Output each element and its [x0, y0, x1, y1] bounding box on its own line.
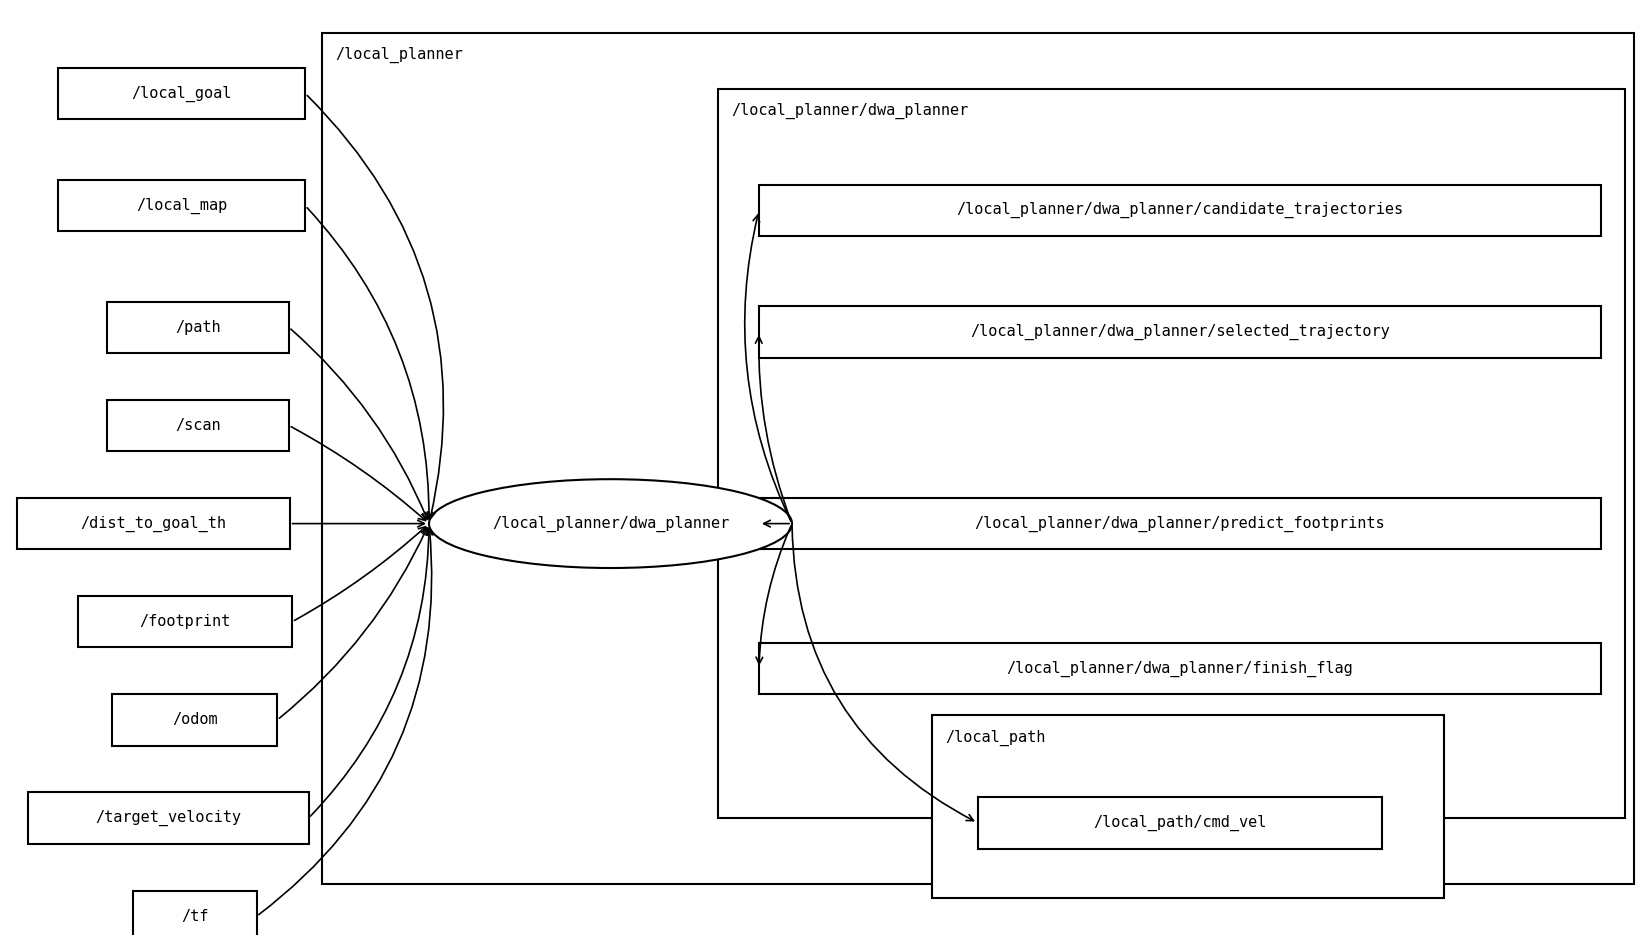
Text: /footprint: /footprint — [139, 614, 231, 629]
FancyBboxPatch shape — [759, 497, 1600, 549]
FancyBboxPatch shape — [759, 643, 1600, 694]
Text: /local_path: /local_path — [945, 729, 1046, 745]
FancyBboxPatch shape — [718, 89, 1625, 818]
Text: /target_velocity: /target_velocity — [96, 810, 241, 827]
Ellipse shape — [429, 479, 792, 568]
FancyBboxPatch shape — [107, 399, 289, 451]
FancyBboxPatch shape — [932, 715, 1444, 898]
Text: /local_planner/dwa_planner: /local_planner/dwa_planner — [731, 103, 969, 119]
Text: /local_planner/dwa_planner/candidate_trajectories: /local_planner/dwa_planner/candidate_tra… — [957, 202, 1402, 219]
Text: /tf: /tf — [182, 909, 208, 924]
FancyBboxPatch shape — [977, 797, 1383, 849]
FancyBboxPatch shape — [28, 793, 309, 843]
FancyBboxPatch shape — [759, 306, 1600, 357]
FancyBboxPatch shape — [759, 184, 1600, 236]
Text: /local_path/cmd_vel: /local_path/cmd_vel — [1092, 814, 1267, 831]
FancyBboxPatch shape — [322, 33, 1633, 884]
Text: /local_planner/dwa_planner: /local_planner/dwa_planner — [492, 515, 729, 532]
FancyBboxPatch shape — [58, 67, 305, 119]
Text: /local_planner/dwa_planner/selected_trajectory: /local_planner/dwa_planner/selected_traj… — [970, 324, 1389, 340]
Text: /local_map: /local_map — [135, 197, 228, 214]
Text: /local_planner/dwa_planner/finish_flag: /local_planner/dwa_planner/finish_flag — [1006, 660, 1353, 677]
Text: /odom: /odom — [172, 712, 218, 727]
FancyBboxPatch shape — [16, 497, 290, 549]
Text: /dist_to_goal_th: /dist_to_goal_th — [81, 515, 226, 532]
Text: /scan: /scan — [175, 418, 221, 433]
FancyBboxPatch shape — [132, 890, 256, 935]
Text: /local_planner/dwa_planner/predict_footprints: /local_planner/dwa_planner/predict_footp… — [975, 515, 1384, 532]
FancyBboxPatch shape — [112, 694, 277, 746]
FancyBboxPatch shape — [107, 301, 289, 352]
Text: /local_planner: /local_planner — [335, 47, 462, 63]
Text: /path: /path — [175, 320, 221, 335]
FancyBboxPatch shape — [58, 180, 305, 231]
Text: /local_goal: /local_goal — [132, 85, 231, 102]
FancyBboxPatch shape — [78, 597, 292, 647]
